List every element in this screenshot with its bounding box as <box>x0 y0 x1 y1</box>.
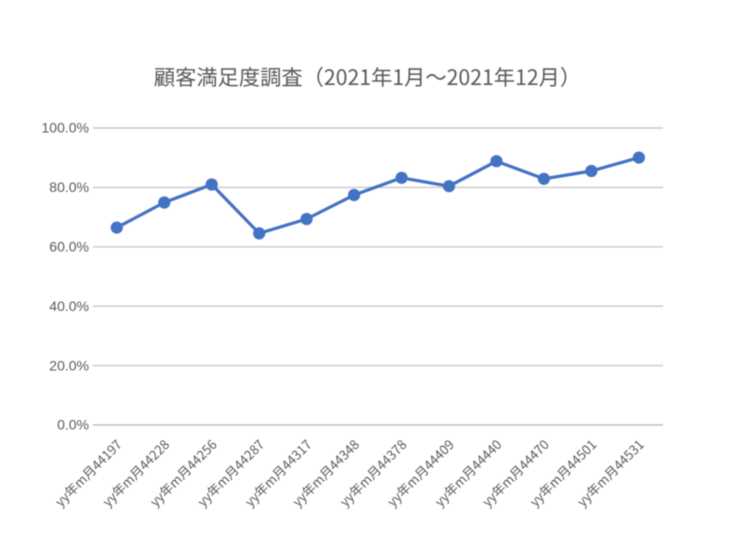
svg-text:100.0%: 100.0% <box>42 120 89 136</box>
svg-text:20.0%: 20.0% <box>49 357 89 373</box>
svg-text:80.0%: 80.0% <box>49 179 89 195</box>
svg-text:60.0%: 60.0% <box>49 239 89 255</box>
svg-text:40.0%: 40.0% <box>49 298 89 314</box>
svg-text:0.0%: 0.0% <box>57 417 89 433</box>
